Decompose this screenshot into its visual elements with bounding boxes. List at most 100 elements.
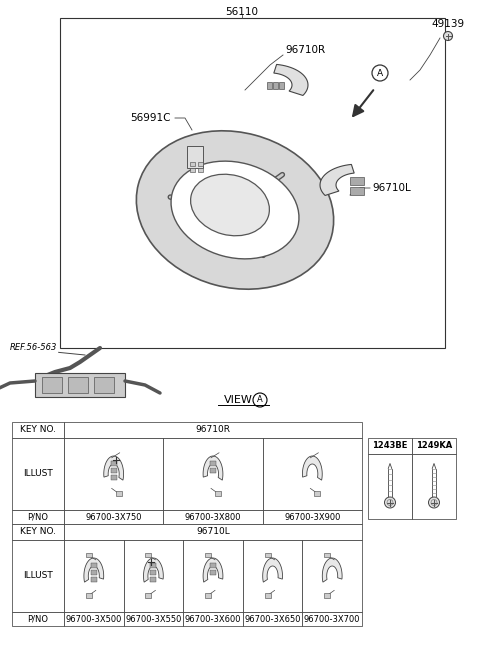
Text: P/NO: P/NO <box>27 614 48 624</box>
Ellipse shape <box>171 161 299 259</box>
Text: ILLUST: ILLUST <box>23 470 53 479</box>
Bar <box>183 540 243 612</box>
Bar <box>111 475 117 480</box>
Bar <box>324 593 330 599</box>
Bar <box>111 468 117 473</box>
Bar <box>60 18 445 348</box>
Bar <box>64 422 362 438</box>
Circle shape <box>384 497 396 508</box>
Bar <box>64 524 362 540</box>
Bar <box>35 373 125 397</box>
Text: 56991C: 56991C <box>130 113 170 123</box>
Bar <box>183 612 243 626</box>
Bar <box>264 553 271 557</box>
Bar <box>412 454 456 519</box>
Bar <box>210 563 216 568</box>
Bar <box>12 438 64 510</box>
Bar <box>91 570 97 575</box>
Polygon shape <box>144 558 163 582</box>
Bar <box>350 187 364 195</box>
Bar <box>210 570 216 575</box>
Text: 1243BE: 1243BE <box>372 441 408 451</box>
Bar <box>68 377 88 393</box>
Bar <box>210 461 216 466</box>
Bar <box>124 540 183 612</box>
Bar <box>64 540 124 612</box>
Text: 96700-3X800: 96700-3X800 <box>185 512 241 521</box>
Bar <box>86 553 92 557</box>
Polygon shape <box>203 456 223 480</box>
Bar <box>190 168 195 172</box>
Bar <box>302 540 362 612</box>
Bar <box>215 491 221 496</box>
Text: KEY NO.: KEY NO. <box>20 426 56 434</box>
Bar <box>150 570 156 575</box>
Bar <box>314 491 320 496</box>
Text: 96700-3X500: 96700-3X500 <box>66 614 122 624</box>
Bar <box>86 593 92 599</box>
Bar <box>42 377 62 393</box>
Text: 96710L: 96710L <box>372 183 411 193</box>
Text: 96710R: 96710R <box>285 45 325 55</box>
Bar <box>163 510 263 524</box>
Bar <box>12 422 64 438</box>
Text: P/NO: P/NO <box>27 512 48 521</box>
Bar <box>263 510 362 524</box>
Bar <box>267 82 272 89</box>
Ellipse shape <box>136 131 334 290</box>
Polygon shape <box>203 558 223 582</box>
Text: 49139: 49139 <box>432 19 465 29</box>
Text: 96710R: 96710R <box>195 426 230 434</box>
Bar <box>190 162 195 166</box>
Bar <box>150 577 156 582</box>
Text: 96700-3X750: 96700-3X750 <box>85 512 142 521</box>
Text: 96700-3X600: 96700-3X600 <box>185 614 241 624</box>
Bar <box>412 438 456 454</box>
Text: A: A <box>377 69 383 77</box>
Text: 56110: 56110 <box>226 7 259 17</box>
Bar <box>111 461 117 466</box>
Text: VIEW: VIEW <box>224 395 253 405</box>
Bar <box>12 524 64 540</box>
Text: 96700-3X650: 96700-3X650 <box>244 614 301 624</box>
Bar <box>243 540 302 612</box>
Text: 96700-3X900: 96700-3X900 <box>284 512 340 521</box>
Bar <box>350 177 364 185</box>
Polygon shape <box>263 558 283 582</box>
Text: A: A <box>257 396 263 405</box>
Bar <box>12 510 64 524</box>
Bar <box>302 612 362 626</box>
Circle shape <box>429 497 440 508</box>
Bar <box>368 454 412 519</box>
Text: 96700-3X550: 96700-3X550 <box>125 614 181 624</box>
Bar <box>163 438 263 510</box>
Bar <box>324 553 330 557</box>
Bar <box>279 82 284 89</box>
Polygon shape <box>274 64 308 96</box>
Bar <box>243 612 302 626</box>
Bar <box>273 82 278 89</box>
Text: REF.56-563: REF.56-563 <box>10 343 58 352</box>
Bar <box>187 146 203 168</box>
Bar <box>116 491 121 496</box>
Bar <box>264 593 271 599</box>
Bar <box>91 563 97 568</box>
Bar <box>64 510 163 524</box>
Bar <box>198 168 203 172</box>
Bar <box>205 593 211 599</box>
Bar <box>12 540 64 612</box>
Text: ILLUST: ILLUST <box>23 572 53 580</box>
Circle shape <box>444 31 453 41</box>
Bar <box>12 612 64 626</box>
Polygon shape <box>302 456 322 480</box>
Bar <box>124 612 183 626</box>
Bar <box>145 593 151 599</box>
Bar <box>64 612 124 626</box>
Bar <box>94 377 114 393</box>
Bar <box>64 438 163 510</box>
Polygon shape <box>320 164 354 195</box>
Text: 96700-3X700: 96700-3X700 <box>304 614 360 624</box>
Bar <box>210 468 216 473</box>
Polygon shape <box>104 456 123 480</box>
Bar <box>368 438 412 454</box>
